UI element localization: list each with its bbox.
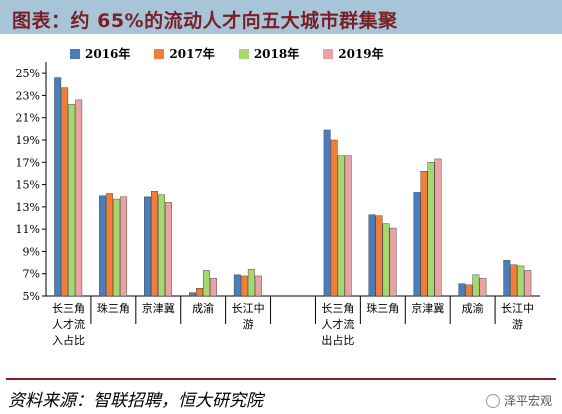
x-category-label: 京津冀	[411, 301, 444, 315]
bar-inflow-2019-4	[254, 275, 262, 297]
bar-outflow-2019-0	[344, 155, 352, 297]
bar-inflow-2016-4	[233, 274, 241, 297]
bar-outflow-2016-3	[458, 283, 466, 297]
watermark-text: 泽平宏观	[503, 394, 552, 408]
source-rule	[6, 378, 556, 380]
legend-swatch-2019	[323, 48, 334, 59]
bar-outflow-2016-0	[323, 129, 331, 297]
bar-inflow-2017-3	[195, 288, 203, 297]
x-category-label: 长江中	[232, 302, 265, 315]
bar-inflow-2017-4	[240, 275, 248, 297]
chart-title: 图表：约 65%的流动人才向五大城市群集聚	[12, 10, 398, 32]
x-category-label: 京津冀	[142, 301, 175, 315]
title-bar	[0, 0, 562, 34]
y-tick-label: 11%	[16, 223, 40, 236]
y-tick-label: 21%	[16, 112, 40, 125]
legend-label-2018: 2018年	[253, 47, 300, 61]
x-category-label: 出占比	[321, 333, 354, 347]
legend-label-2016: 2016年	[85, 47, 131, 61]
x-category-label: 珠三角	[366, 301, 399, 315]
bar-inflow-2016-2	[144, 196, 151, 297]
x-category-label: 人才流	[52, 317, 85, 331]
legend-label-2017: 2017年	[169, 47, 215, 61]
legend-item-2019: 2019年	[323, 45, 384, 62]
legend-item-2018: 2018年	[238, 45, 300, 62]
x-category-label: 人才流	[321, 317, 354, 331]
bar-outflow-2017-4	[510, 264, 518, 297]
source-note: 资料来源：智联招聘，恒大研究院	[8, 391, 263, 411]
bar-inflow-2018-0	[68, 104, 76, 297]
bar-outflow-2017-3	[465, 284, 473, 297]
y-tick-label: 19%	[16, 134, 40, 147]
bar-outflow-2019-2	[434, 158, 442, 297]
y-tick-label: 23%	[16, 89, 40, 102]
y-tick-label: 17%	[16, 156, 40, 169]
bar-inflow-2018-2	[158, 194, 165, 297]
bar-inflow-2017-1	[106, 193, 114, 297]
bar-outflow-2017-1	[375, 215, 383, 297]
bar-inflow-2017-0	[61, 87, 69, 297]
bar-outflow-2017-2	[420, 170, 428, 297]
bar-outflow-2016-1	[368, 214, 376, 297]
bar-inflow-2016-1	[99, 195, 107, 297]
bar-inflow-2019-2	[165, 202, 172, 297]
x-category-label: 长三角	[321, 302, 354, 315]
bar-outflow-2019-1	[389, 227, 397, 297]
bar-outflow-2018-4	[517, 265, 525, 297]
bar-outflow-2016-2	[413, 192, 421, 297]
wechat-icon	[485, 393, 500, 408]
bar-inflow-2019-0	[75, 99, 83, 297]
x-category-label: 游	[243, 318, 254, 331]
bar-outflow-2017-0	[330, 139, 338, 297]
x-category-label: 长三角	[52, 302, 85, 315]
x-category-label: 珠三角	[97, 301, 130, 315]
legend-swatch-2018	[238, 48, 249, 59]
legend-item-2016: 2016年	[70, 45, 130, 62]
bar-outflow-2018-2	[427, 162, 435, 297]
bar-outflow-2018-1	[382, 223, 390, 297]
bar-inflow-2018-3	[202, 270, 210, 297]
legend-label-2019: 2019年	[338, 47, 384, 61]
bar-outflow-2019-3	[479, 277, 487, 297]
y-tick-label: 5%	[23, 290, 40, 303]
y-tick-label: 9%	[23, 245, 40, 258]
bar-outflow-2018-0	[337, 155, 345, 297]
bar-inflow-2019-3	[209, 277, 217, 297]
legend-item-2017: 2017年	[154, 45, 215, 62]
bar-inflow-2018-4	[247, 269, 255, 297]
legend: 2016年 2017年 2018年 2019年	[70, 45, 384, 62]
bar-outflow-2019-4	[524, 270, 532, 297]
x-category-label: 成渝	[462, 301, 484, 315]
y-tick-label: 7%	[23, 268, 40, 281]
legend-swatch-2016	[70, 48, 80, 59]
x-category-label: 游	[512, 318, 523, 331]
bar-inflow-2016-0	[54, 77, 62, 297]
bar-inflow-2016-3	[188, 292, 196, 297]
x-category-label: 成渝	[192, 301, 214, 315]
watermark: 泽平宏观	[485, 392, 552, 409]
y-tick-label: 15%	[16, 179, 40, 192]
y-tick-label: 25%	[16, 67, 40, 80]
y-tick-label: 13%	[16, 201, 40, 214]
bar-inflow-2017-2	[151, 191, 158, 297]
bar-outflow-2018-3	[472, 274, 480, 297]
bar-inflow-2019-1	[120, 196, 128, 297]
bar-inflow-2018-1	[113, 198, 121, 297]
bar-outflow-2016-4	[503, 260, 511, 297]
x-category-label: 长江中	[501, 302, 534, 315]
x-category-label: 入占比	[52, 333, 85, 347]
legend-swatch-2017	[154, 48, 165, 59]
